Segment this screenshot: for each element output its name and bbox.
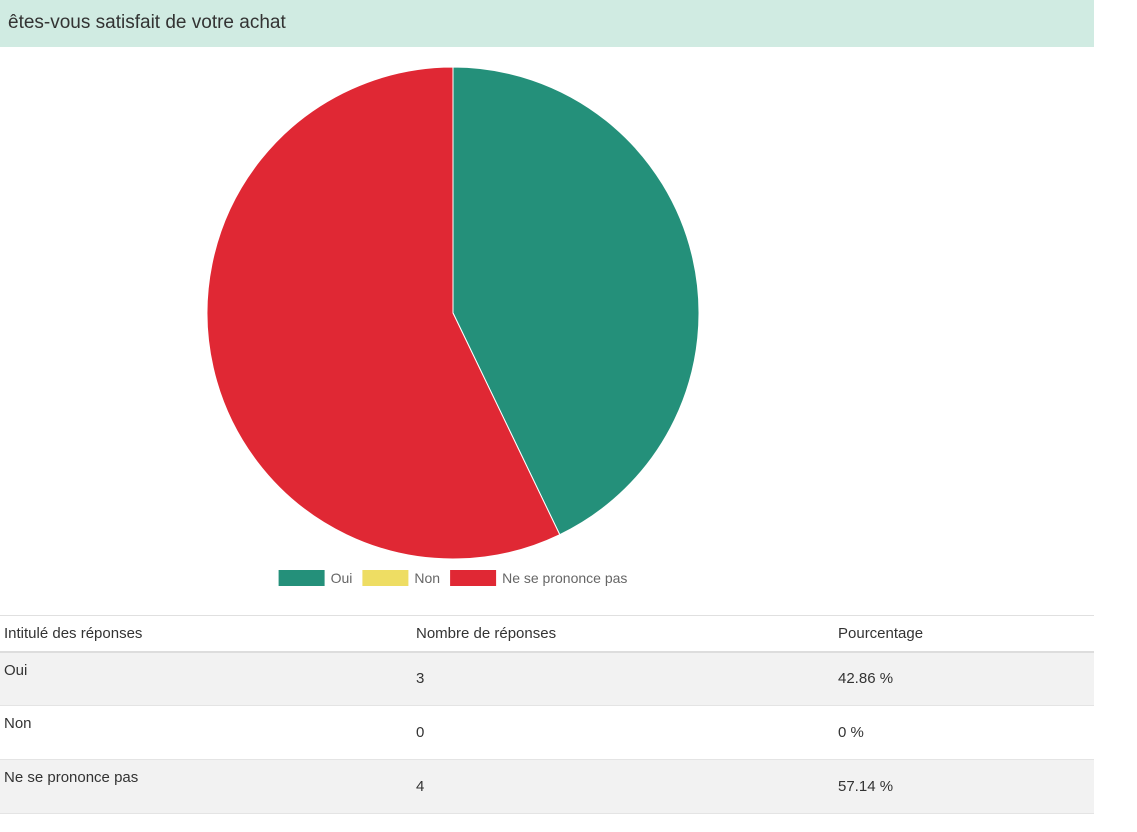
chart-legend: Oui Non Ne se prononce pas — [278, 570, 627, 586]
row-percent: 42.86 % — [834, 651, 1094, 706]
pie-slice-oui[interactable] — [452, 66, 700, 536]
column-header-label: Intitulé des réponses — [0, 615, 412, 653]
table-row: Ne se prononce pas 4 57.14 % — [0, 759, 1094, 814]
column-header-count: Nombre de réponses — [412, 615, 834, 653]
pie-chart: Oui Non Ne se prononce pas — [206, 66, 700, 586]
legend-label-oui[interactable]: Oui — [331, 570, 353, 586]
row-percent: 0 % — [834, 705, 1094, 760]
table-row: Oui 3 42.86 % — [0, 651, 1094, 706]
row-label: Ne se prononce pas — [0, 759, 412, 814]
table-header-row: Intitulé des réponses Nombre de réponses… — [0, 615, 1094, 653]
results-table: Intitulé des réponses Nombre de réponses… — [0, 615, 1094, 814]
table-row: Non 0 0 % — [0, 705, 1094, 760]
row-label: Oui — [0, 651, 412, 706]
legend-label-non[interactable]: Non — [414, 570, 440, 586]
row-percent: 57.14 % — [834, 759, 1094, 814]
legend-swatch-non[interactable] — [362, 570, 409, 586]
legend-label-ne-se-prononce-pas[interactable]: Ne se prononce pas — [502, 570, 627, 586]
legend-swatch-oui[interactable] — [278, 570, 325, 586]
column-header-percent: Pourcentage — [834, 615, 1094, 653]
question-results-panel: êtes-vous satisfait de votre achat Oui No… — [0, 0, 1094, 814]
row-count: 4 — [412, 759, 834, 814]
pie-slice-ne-se-prononce-pas[interactable] — [206, 66, 561, 560]
question-title: êtes-vous satisfait de votre achat — [0, 0, 1094, 47]
row-count: 0 — [412, 705, 834, 760]
row-label: Non — [0, 705, 412, 760]
pie-slices — [206, 66, 700, 560]
legend-swatch-ne-se-prononce-pas[interactable] — [450, 570, 497, 586]
row-count: 3 — [412, 651, 834, 706]
